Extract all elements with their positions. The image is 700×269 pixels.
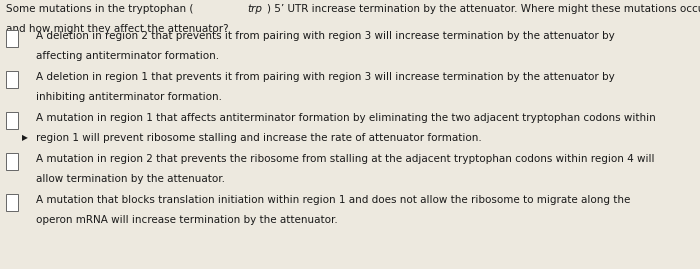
Bar (6, 30, 18, 47)
Text: trp: trp (247, 4, 262, 14)
Text: A mutation that blocks translation initiation within region 1 and does not allow: A mutation that blocks translation initi… (36, 195, 634, 205)
Text: ▶: ▶ (22, 133, 27, 142)
Text: inhibiting antiterminator formation.: inhibiting antiterminator formation. (36, 92, 223, 102)
Text: affecting antiterminator formation.: affecting antiterminator formation. (36, 51, 220, 61)
Bar (6, 193, 18, 211)
Text: operon mRNA will increase termination by the attenuator.: operon mRNA will increase termination by… (36, 215, 338, 225)
Text: A deletion in region 2 that prevents it from pairing with region 3 will increase: A deletion in region 2 that prevents it … (36, 31, 615, 41)
Text: Some mutations in the tryptophan (: Some mutations in the tryptophan ( (6, 4, 193, 14)
Text: A mutation in region 2 that prevents the ribosome from stalling at the adjacent : A mutation in region 2 that prevents the… (36, 154, 655, 164)
Bar (6, 71, 18, 88)
Text: region 1 will prevent ribosome stalling and increase the rate of attenuator form: region 1 will prevent ribosome stalling … (36, 133, 482, 143)
Bar (6, 112, 18, 129)
Text: A mutation in region 1 that affects antiterminator formation by eliminating the : A mutation in region 1 that affects anti… (36, 113, 656, 123)
Text: A deletion in region 1 that prevents it from pairing with region 3 will increase: A deletion in region 1 that prevents it … (36, 72, 615, 82)
Text: ) 5’ UTR increase termination by the attenuator. Where might these mutations occ: ) 5’ UTR increase termination by the att… (267, 4, 700, 14)
Text: allow termination by the attenuator.: allow termination by the attenuator. (36, 174, 225, 184)
Bar (6, 153, 18, 170)
Text: and how might they affect the attenuator?: and how might they affect the attenuator… (6, 23, 228, 34)
